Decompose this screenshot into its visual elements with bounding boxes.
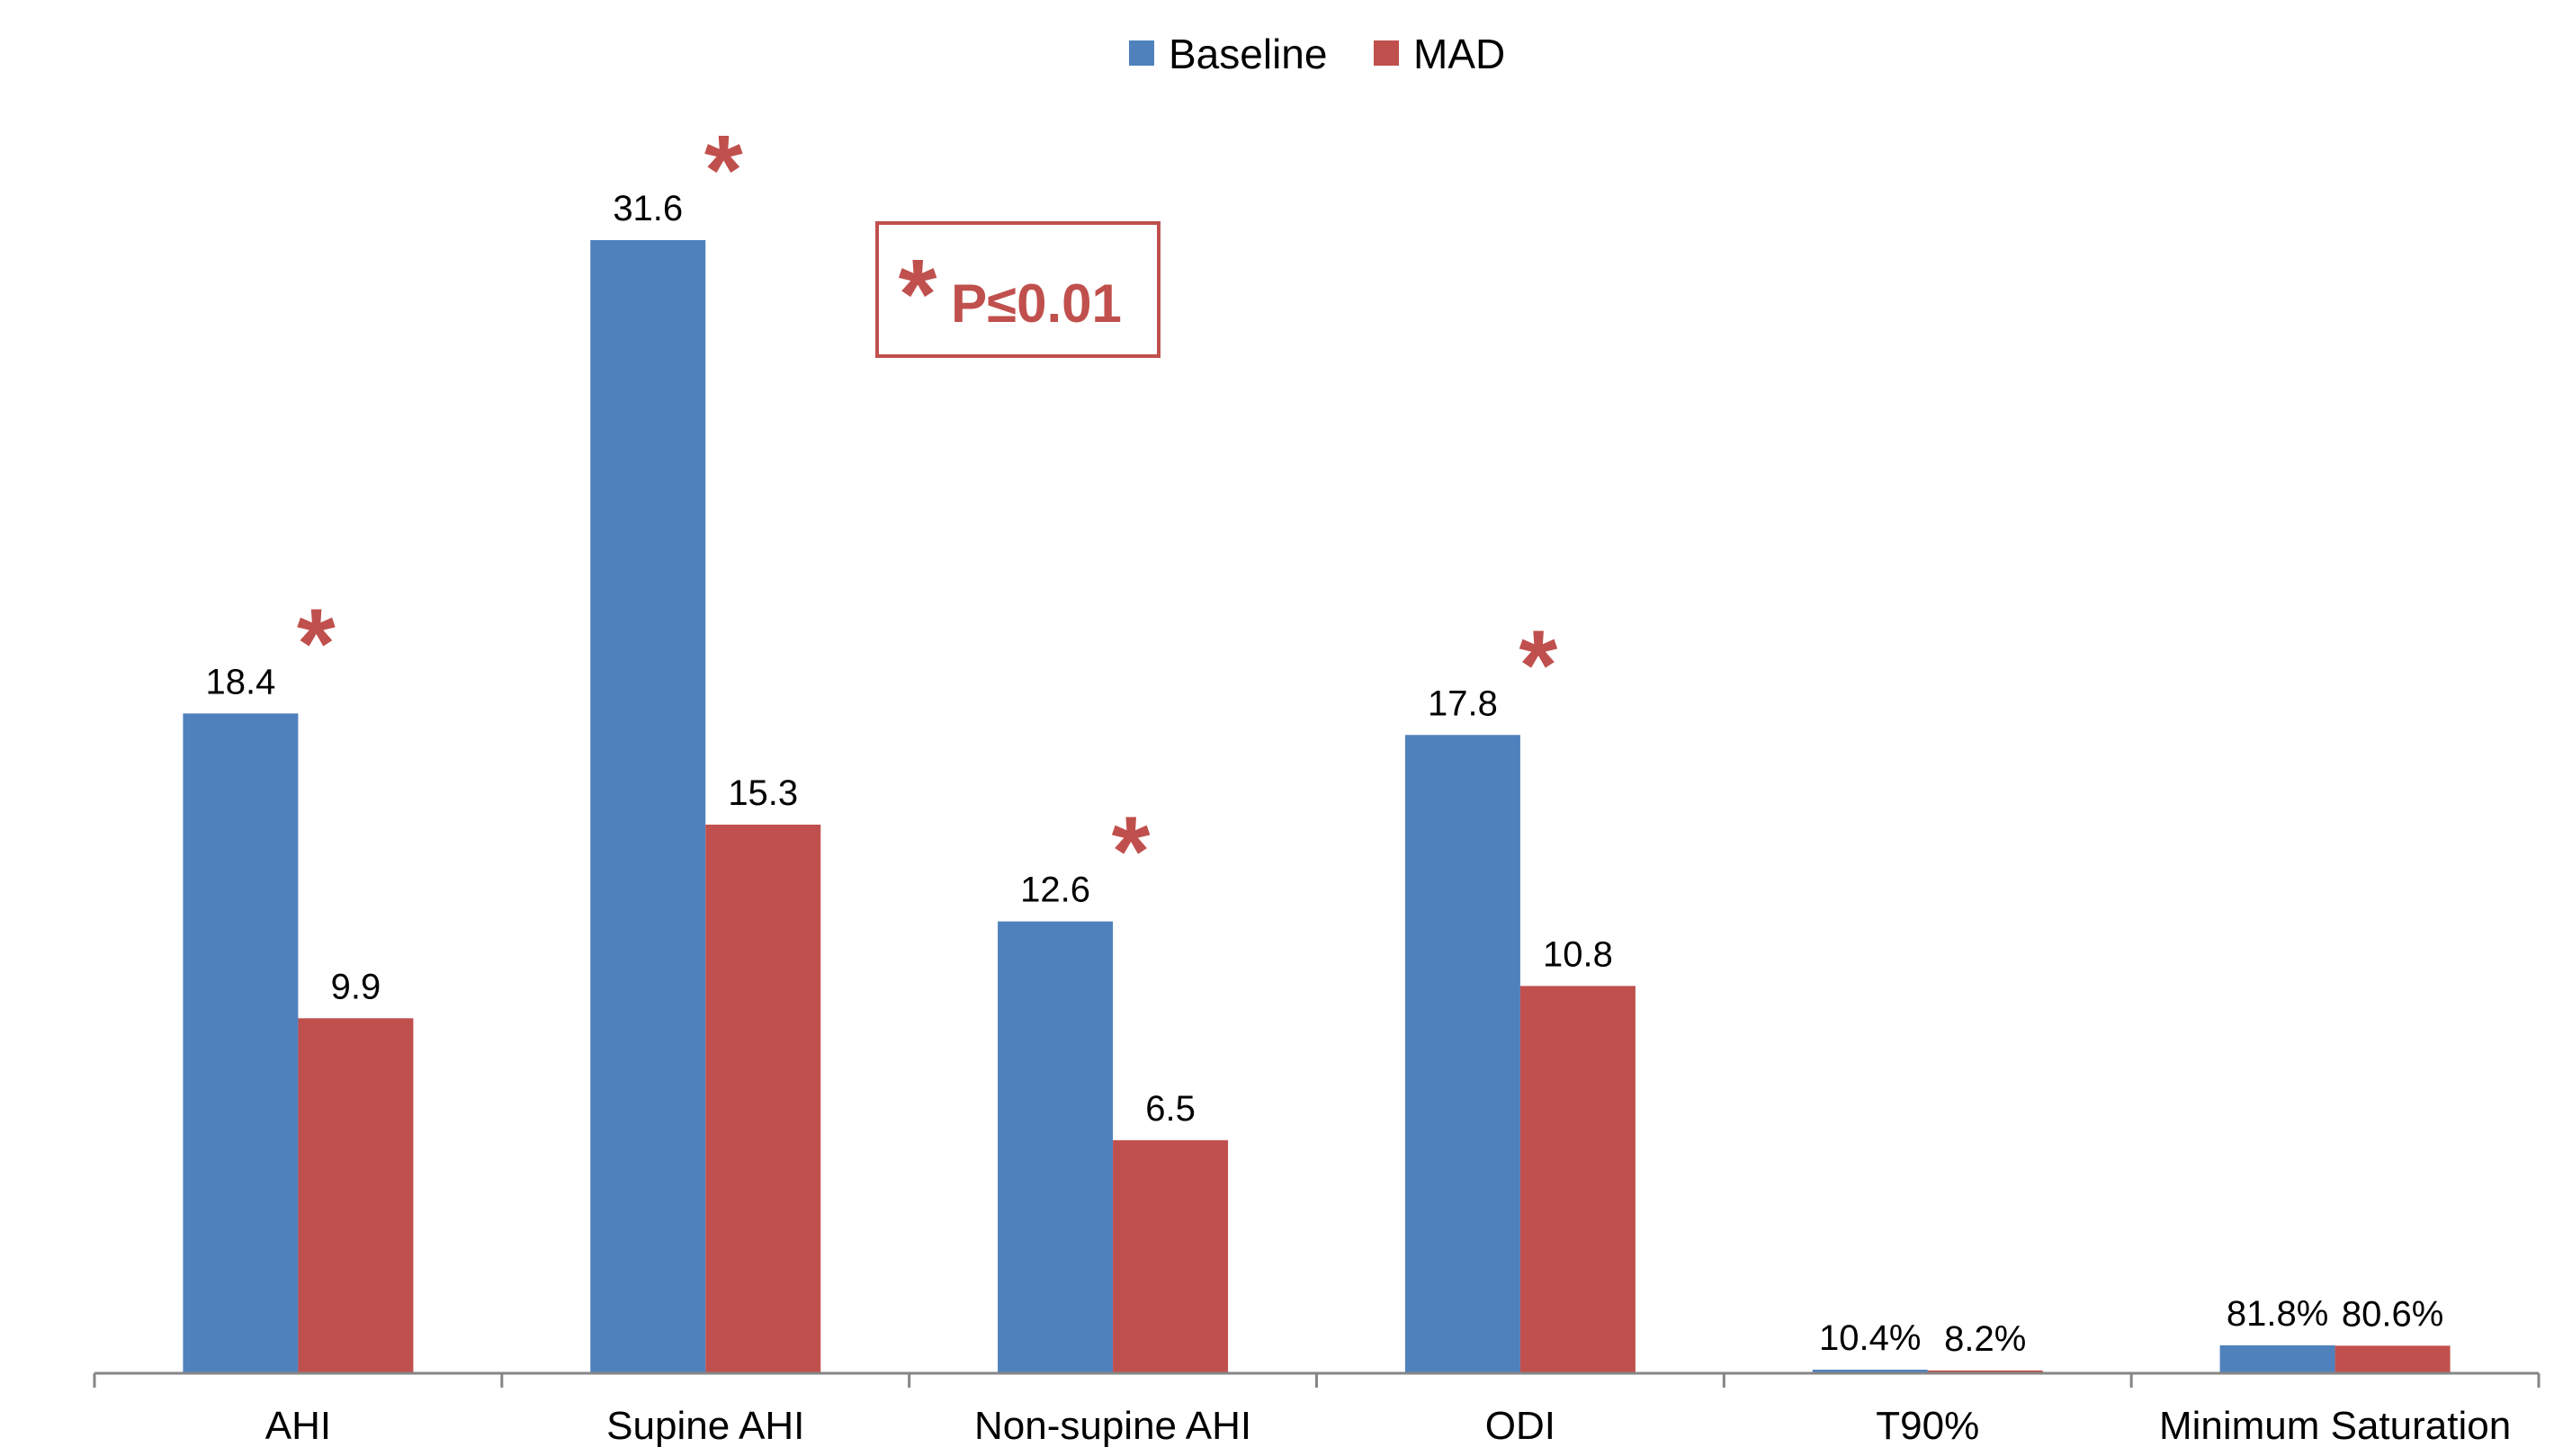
category-label: Supine AHI (606, 1404, 804, 1448)
bar-mad-4 (1927, 1370, 2043, 1373)
value-label: 12.6 (1020, 871, 1090, 910)
bar-baseline-0 (183, 713, 299, 1373)
value-label: 6.5 (1145, 1089, 1196, 1129)
value-label: 17.8 (1428, 683, 1498, 723)
bar-mad-5 (2334, 1345, 2451, 1373)
category-label: Minimum Saturation (2159, 1404, 2511, 1448)
bar-baseline-2 (998, 921, 1114, 1373)
value-label: 31.6 (613, 189, 683, 228)
bar-baseline-4 (1812, 1370, 1928, 1373)
p-value-text: P≤0.01 (951, 273, 1122, 334)
significance-star: * (1519, 610, 1558, 720)
value-label: 9.9 (331, 967, 381, 1006)
bar-baseline-5 (2219, 1344, 2335, 1373)
bar-mad-0 (298, 1018, 414, 1373)
legend-label-mad: MAD (1413, 31, 1505, 77)
category-labels-group: AHI Supine AHI Non-supine AHI ODI T90% Minimu… (265, 1404, 2511, 1448)
p-value-annotation: * P≤0.01 (875, 221, 1161, 358)
category-label: AHI (265, 1404, 331, 1448)
bar-mad-1 (705, 824, 821, 1373)
value-label: 8.2% (1944, 1319, 2026, 1359)
category-label: Non-supine AHI (974, 1404, 1251, 1448)
value-label: 10.8 (1543, 934, 1613, 974)
category-label: T90% (1876, 1404, 1979, 1448)
value-labels-group: 18.4 9.9 31.6 15.3 12.6 6.5 17.8 10.8 10.4% 8.2% 8… (205, 189, 2443, 1359)
bar-mad-3 (1519, 986, 1635, 1373)
bar-mad-2 (1113, 1139, 1229, 1373)
legend-swatch-mad (1374, 40, 1399, 66)
bars-group (183, 240, 2451, 1373)
value-label: 10.4% (1819, 1318, 1921, 1358)
x-axis (93, 1371, 2541, 1388)
significance-markers-group: * * * * (297, 115, 1558, 907)
significance-star: * (704, 115, 743, 226)
value-label: 81.8% (2227, 1294, 2328, 1334)
chart-legend: Baseline MAD (1129, 31, 1505, 77)
legend-swatch-baseline (1129, 40, 1154, 66)
value-label: 15.3 (728, 773, 798, 813)
legend-label-baseline: Baseline (1169, 31, 1327, 77)
bar-baseline-1 (590, 240, 706, 1373)
significance-star: * (297, 588, 336, 699)
category-label: ODI (1485, 1404, 1555, 1448)
value-label: 18.4 (205, 662, 275, 701)
bar-baseline-3 (1404, 735, 1520, 1373)
value-label: 80.6% (2342, 1294, 2443, 1334)
p-value-box (875, 221, 1161, 358)
p-value-star: * (899, 239, 937, 350)
significance-star: * (1112, 797, 1151, 907)
